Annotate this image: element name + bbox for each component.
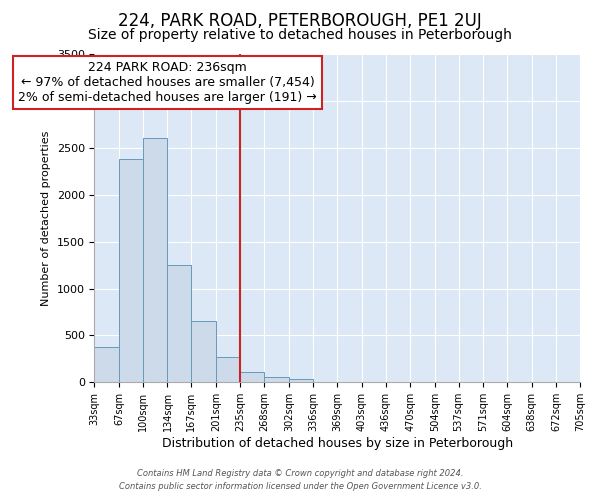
Bar [94, 346, 119, 382]
Bar [167, 265, 191, 382]
Bar [216, 357, 241, 382]
Y-axis label: Number of detached properties: Number of detached properties [41, 130, 51, 306]
Bar [264, 376, 289, 382]
Bar [119, 159, 143, 382]
X-axis label: Distribution of detached houses by size in Peterborough: Distribution of detached houses by size … [161, 437, 513, 450]
Text: 224, PARK ROAD, PETERBOROUGH, PE1 2UJ: 224, PARK ROAD, PETERBOROUGH, PE1 2UJ [118, 12, 482, 30]
Text: Contains HM Land Registry data © Crown copyright and database right 2024.
Contai: Contains HM Land Registry data © Crown c… [119, 470, 481, 491]
Bar [191, 322, 216, 382]
Bar [143, 138, 167, 382]
Bar [241, 372, 264, 382]
Text: Size of property relative to detached houses in Peterborough: Size of property relative to detached ho… [88, 28, 512, 42]
Bar [289, 378, 313, 382]
Text: 224 PARK ROAD: 236sqm
← 97% of detached houses are smaller (7,454)
2% of semi-de: 224 PARK ROAD: 236sqm ← 97% of detached … [18, 60, 317, 104]
